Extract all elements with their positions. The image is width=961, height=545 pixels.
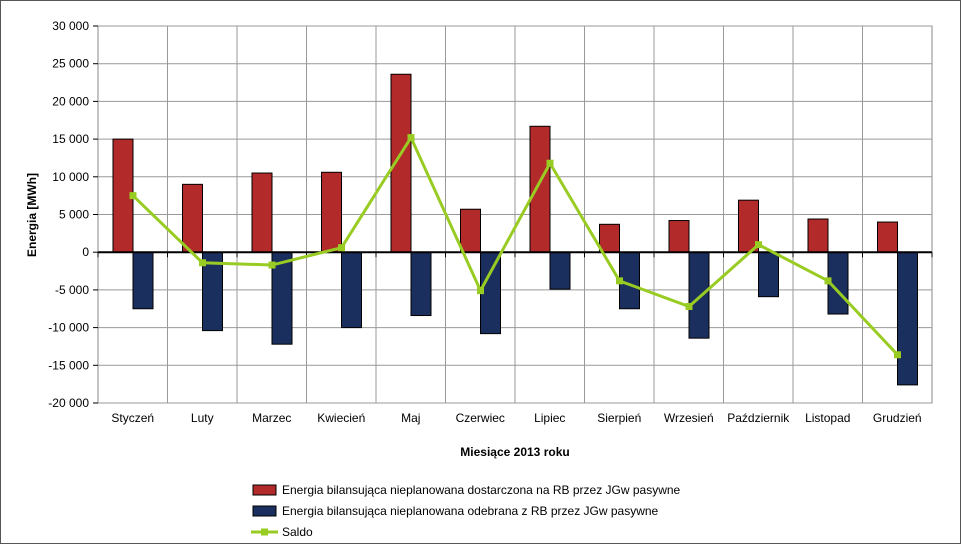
x-tick-label: Sierpień — [597, 411, 641, 425]
legend-swatch-received — [252, 505, 277, 517]
bar-delivered — [599, 223, 620, 253]
bars-layer — [112, 73, 918, 386]
bar-received — [549, 251, 571, 290]
y-tick-label: 25 000 — [52, 57, 89, 71]
legend-label-received: Energia bilansująca nieplanowana odebran… — [282, 504, 659, 518]
y-tick-label: 5 000 — [59, 208, 89, 222]
x-tick-label: Maj — [401, 411, 420, 425]
x-tick-label: Marzec — [252, 411, 291, 425]
bar-received — [410, 251, 432, 317]
legend: Energia bilansująca nieplanowana dostarc… — [251, 483, 681, 539]
legend-label-delivered: Energia bilansująca nieplanowana dostarc… — [282, 483, 681, 497]
saldo-line — [131, 134, 899, 356]
y-axis-title: Energia [MWh] — [25, 173, 39, 257]
y-tick-label: -20 000 — [48, 396, 89, 410]
bar-delivered — [321, 171, 342, 253]
bar-received — [132, 251, 154, 310]
zero-line-layer — [97, 251, 933, 258]
x-tick-label: Wrzesień — [664, 411, 714, 425]
saldo-point — [199, 259, 206, 267]
bar-received — [688, 251, 710, 339]
bar-received — [341, 251, 362, 329]
saldo-point — [824, 277, 832, 285]
y-tick-label: 30 000 — [52, 19, 89, 33]
bar-received — [758, 251, 779, 298]
y-tick-label: 20 000 — [52, 94, 89, 108]
x-tick-label: Kwiecień — [317, 411, 365, 425]
saldo-point — [338, 244, 345, 252]
bar-delivered — [529, 125, 551, 253]
bar-delivered — [251, 172, 273, 253]
bar-delivered — [182, 183, 203, 253]
x-axis-title: Miesiące 2013 roku — [460, 445, 569, 459]
x-tick-label: Luty — [191, 411, 214, 425]
bar-delivered — [877, 221, 898, 253]
x-tick-label: Grudzień — [873, 411, 922, 425]
bar-received — [897, 251, 918, 386]
x-tick-labels: Styczeń Luty Marzec Kwiecień Maj Czerwiec Lipi… — [111, 411, 921, 425]
y-tick-label: -10 000 — [48, 321, 89, 335]
saldo-point — [477, 287, 484, 295]
y-tick-labels: 30 000 25 000 20 000 15 000 10 000 5 000 0 -5 0… — [48, 19, 89, 410]
bar-delivered — [460, 208, 481, 253]
saldo-point — [268, 261, 276, 269]
x-tick-label: Lipiec — [534, 411, 565, 425]
y-tick-label: -15 000 — [48, 358, 89, 372]
x-tick-label: Październik — [727, 411, 790, 425]
saldo-point — [129, 192, 137, 200]
y-tick-label: 10 000 — [52, 170, 89, 184]
y-tick-label: -5 000 — [55, 283, 89, 297]
saldo-point — [755, 241, 762, 249]
saldo-point — [685, 302, 693, 310]
bar-delivered — [807, 218, 829, 253]
grid-layer — [93, 25, 933, 404]
legend-swatch-saldo-marker — [261, 528, 268, 536]
saldo-point — [546, 159, 554, 167]
saldo-line-layer — [129, 134, 901, 359]
y-tick-label: 0 — [82, 245, 89, 259]
x-tick-label: Listopad — [805, 411, 850, 425]
saldo-point — [407, 134, 415, 142]
y-tick-label: 15 000 — [52, 132, 89, 146]
legend-label-saldo: Saldo — [282, 525, 313, 539]
saldo-point — [894, 351, 901, 359]
legend-swatch-delivered — [252, 484, 277, 496]
x-tick-label: Czerwiec — [456, 411, 505, 425]
saldo-point — [616, 277, 623, 285]
x-tick-label: Styczeń — [111, 411, 154, 425]
bar-delivered — [668, 220, 690, 253]
